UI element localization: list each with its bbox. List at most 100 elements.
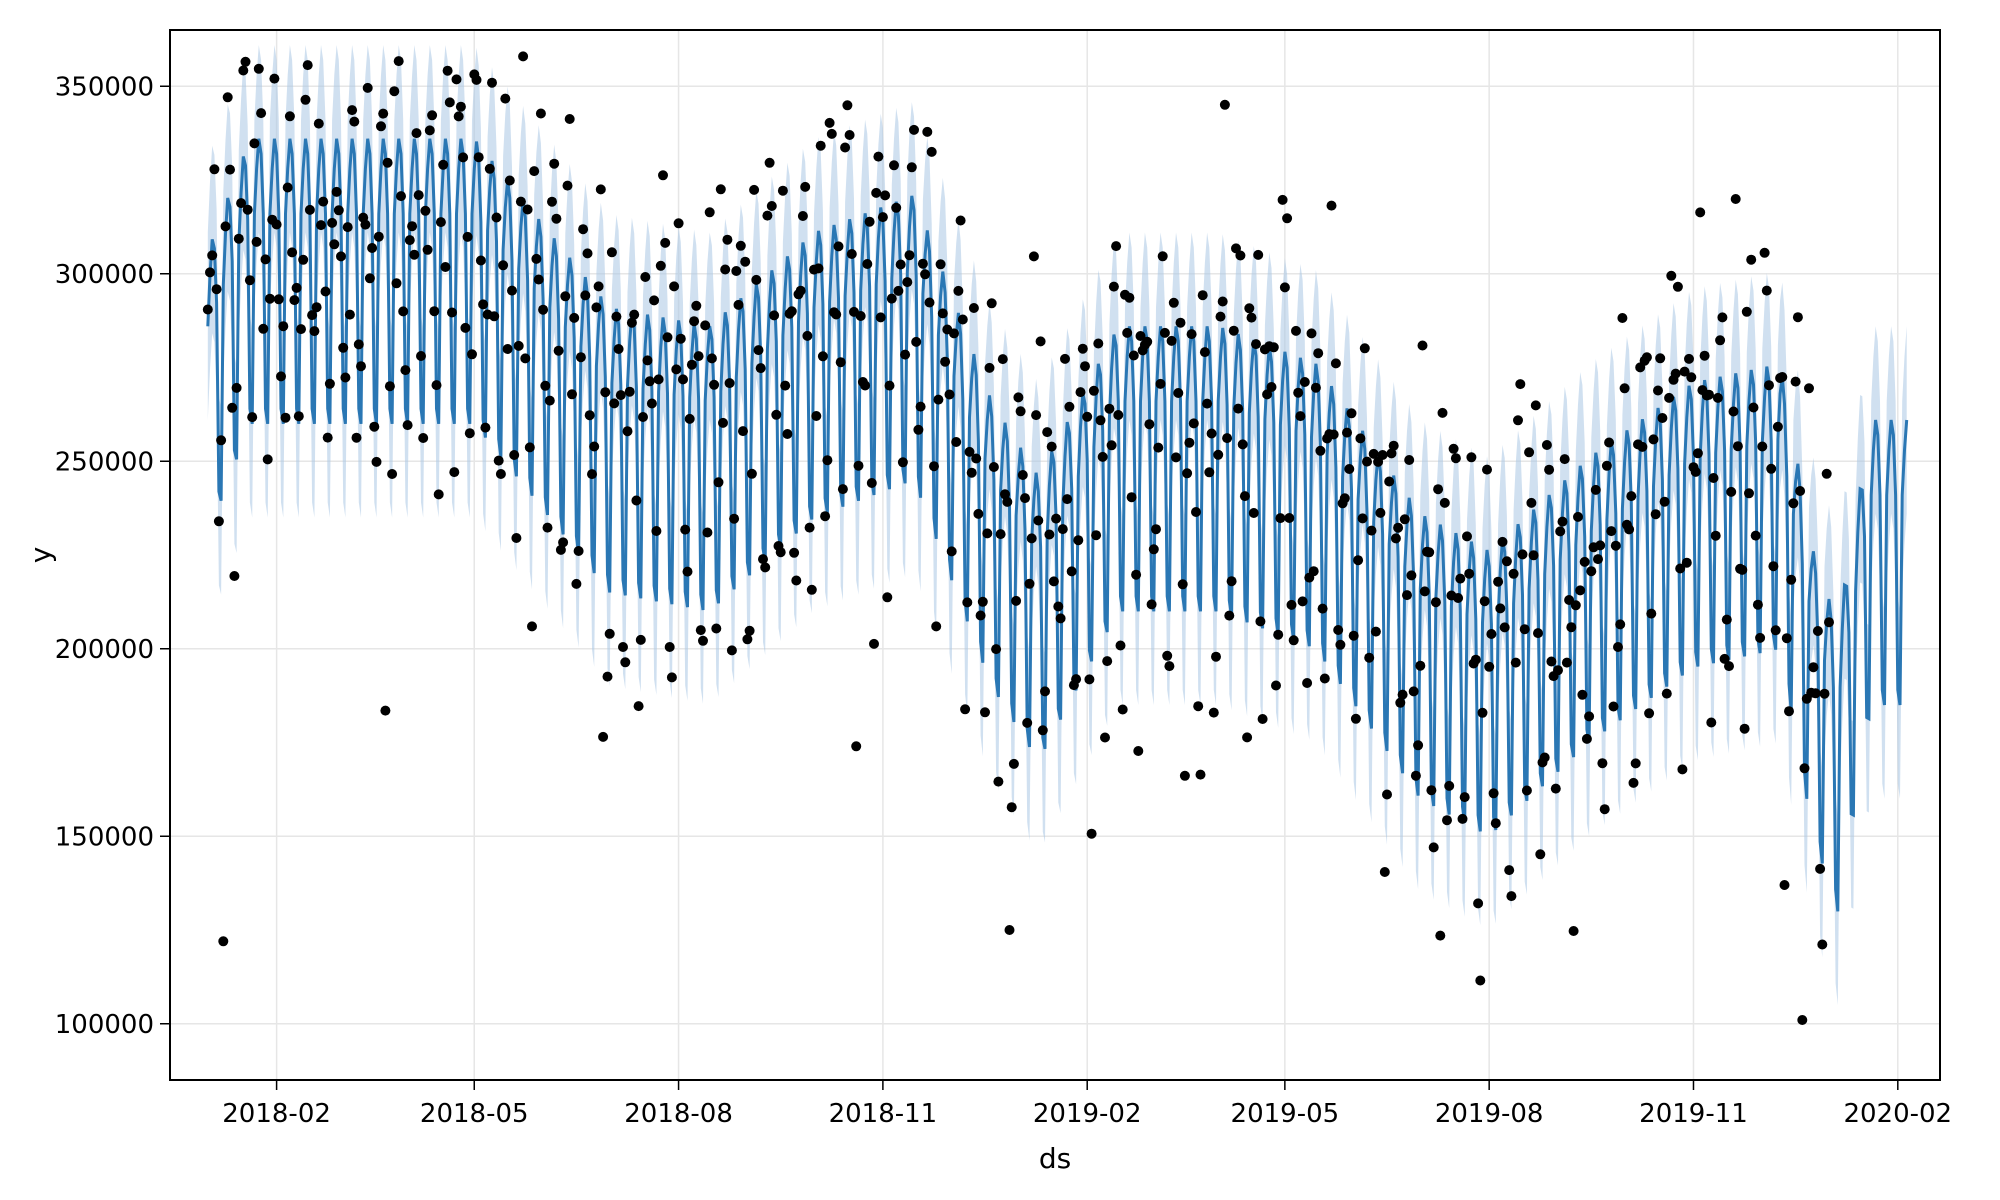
data-point (1127, 492, 1137, 502)
data-point (1575, 585, 1585, 595)
data-point (571, 579, 581, 589)
data-point (487, 78, 497, 88)
data-point (1500, 622, 1510, 632)
data-point (814, 263, 824, 273)
data-point (1031, 410, 1041, 420)
data-point (1544, 465, 1554, 475)
data-point (1158, 251, 1168, 261)
data-point (558, 537, 568, 547)
data-point (338, 343, 348, 353)
data-point (232, 383, 242, 393)
data-point (1082, 412, 1092, 422)
data-point (1509, 569, 1519, 579)
data-point (525, 442, 535, 452)
y-axis-label: y (24, 547, 57, 564)
data-point (334, 205, 344, 215)
data-point (1706, 718, 1716, 728)
data-point (1804, 383, 1814, 393)
data-point (711, 624, 721, 634)
data-point (303, 60, 313, 70)
data-point (1558, 517, 1568, 527)
data-point (945, 390, 955, 400)
data-point (1660, 497, 1670, 507)
data-point (869, 639, 879, 649)
data-point (618, 642, 628, 652)
data-point (1642, 352, 1652, 362)
data-point (301, 95, 311, 105)
data-point (1320, 674, 1330, 684)
data-point (1318, 604, 1328, 614)
data-point (851, 741, 861, 751)
data-point (1613, 642, 1623, 652)
data-point (418, 433, 428, 443)
data-point (887, 294, 897, 304)
data-point (363, 83, 373, 93)
data-point (634, 701, 644, 711)
data-point (1047, 442, 1057, 452)
data-point (323, 433, 333, 443)
data-point (1187, 329, 1197, 339)
data-point (913, 425, 923, 435)
data-point (911, 337, 921, 347)
data-point (576, 352, 586, 362)
data-point (1777, 372, 1787, 382)
data-point (760, 562, 770, 572)
data-point (967, 468, 977, 478)
data-point (1495, 603, 1505, 613)
data-point (956, 216, 966, 226)
data-point (1109, 282, 1119, 292)
data-point (1617, 313, 1627, 323)
data-point (1411, 771, 1421, 781)
data-point (727, 645, 737, 655)
data-point (1278, 195, 1288, 205)
data-point (449, 467, 459, 477)
data-point (1522, 786, 1532, 796)
data-point (1156, 379, 1166, 389)
data-point (547, 197, 557, 207)
data-point (922, 127, 932, 137)
data-point (1391, 533, 1401, 543)
data-point (1218, 297, 1228, 307)
data-point (751, 275, 761, 285)
data-point (1664, 393, 1674, 403)
data-point (1595, 540, 1605, 550)
data-point (321, 287, 331, 297)
data-point (458, 152, 468, 162)
data-point (1307, 328, 1317, 338)
data-point (1740, 724, 1750, 734)
data-point (276, 371, 286, 381)
data-point (216, 435, 226, 445)
data-point (1233, 404, 1243, 414)
data-point (254, 64, 264, 74)
data-point (969, 303, 979, 313)
data-point (1275, 513, 1285, 523)
data-point (1644, 708, 1654, 718)
data-point (980, 707, 990, 717)
data-point (1111, 241, 1121, 251)
data-point (916, 402, 926, 412)
data-point (498, 260, 508, 270)
data-point (707, 353, 717, 363)
data-point (452, 74, 462, 84)
data-point (1009, 759, 1019, 769)
data-point (1240, 491, 1250, 501)
data-point (860, 381, 870, 391)
data-point (287, 247, 297, 257)
data-point (931, 621, 941, 631)
data-point (565, 114, 575, 124)
data-point (423, 245, 433, 255)
data-point (1713, 393, 1723, 403)
data-point (354, 339, 364, 349)
data-point (1384, 477, 1394, 487)
data-point (1102, 656, 1112, 666)
data-point (1220, 100, 1230, 110)
data-point (265, 294, 275, 304)
data-point (1171, 452, 1181, 462)
data-point (1582, 734, 1592, 744)
data-point (305, 205, 315, 215)
data-point (205, 267, 215, 277)
data-point (765, 158, 775, 168)
data-point (836, 357, 846, 367)
data-point (1551, 784, 1561, 794)
data-point (1815, 864, 1825, 874)
